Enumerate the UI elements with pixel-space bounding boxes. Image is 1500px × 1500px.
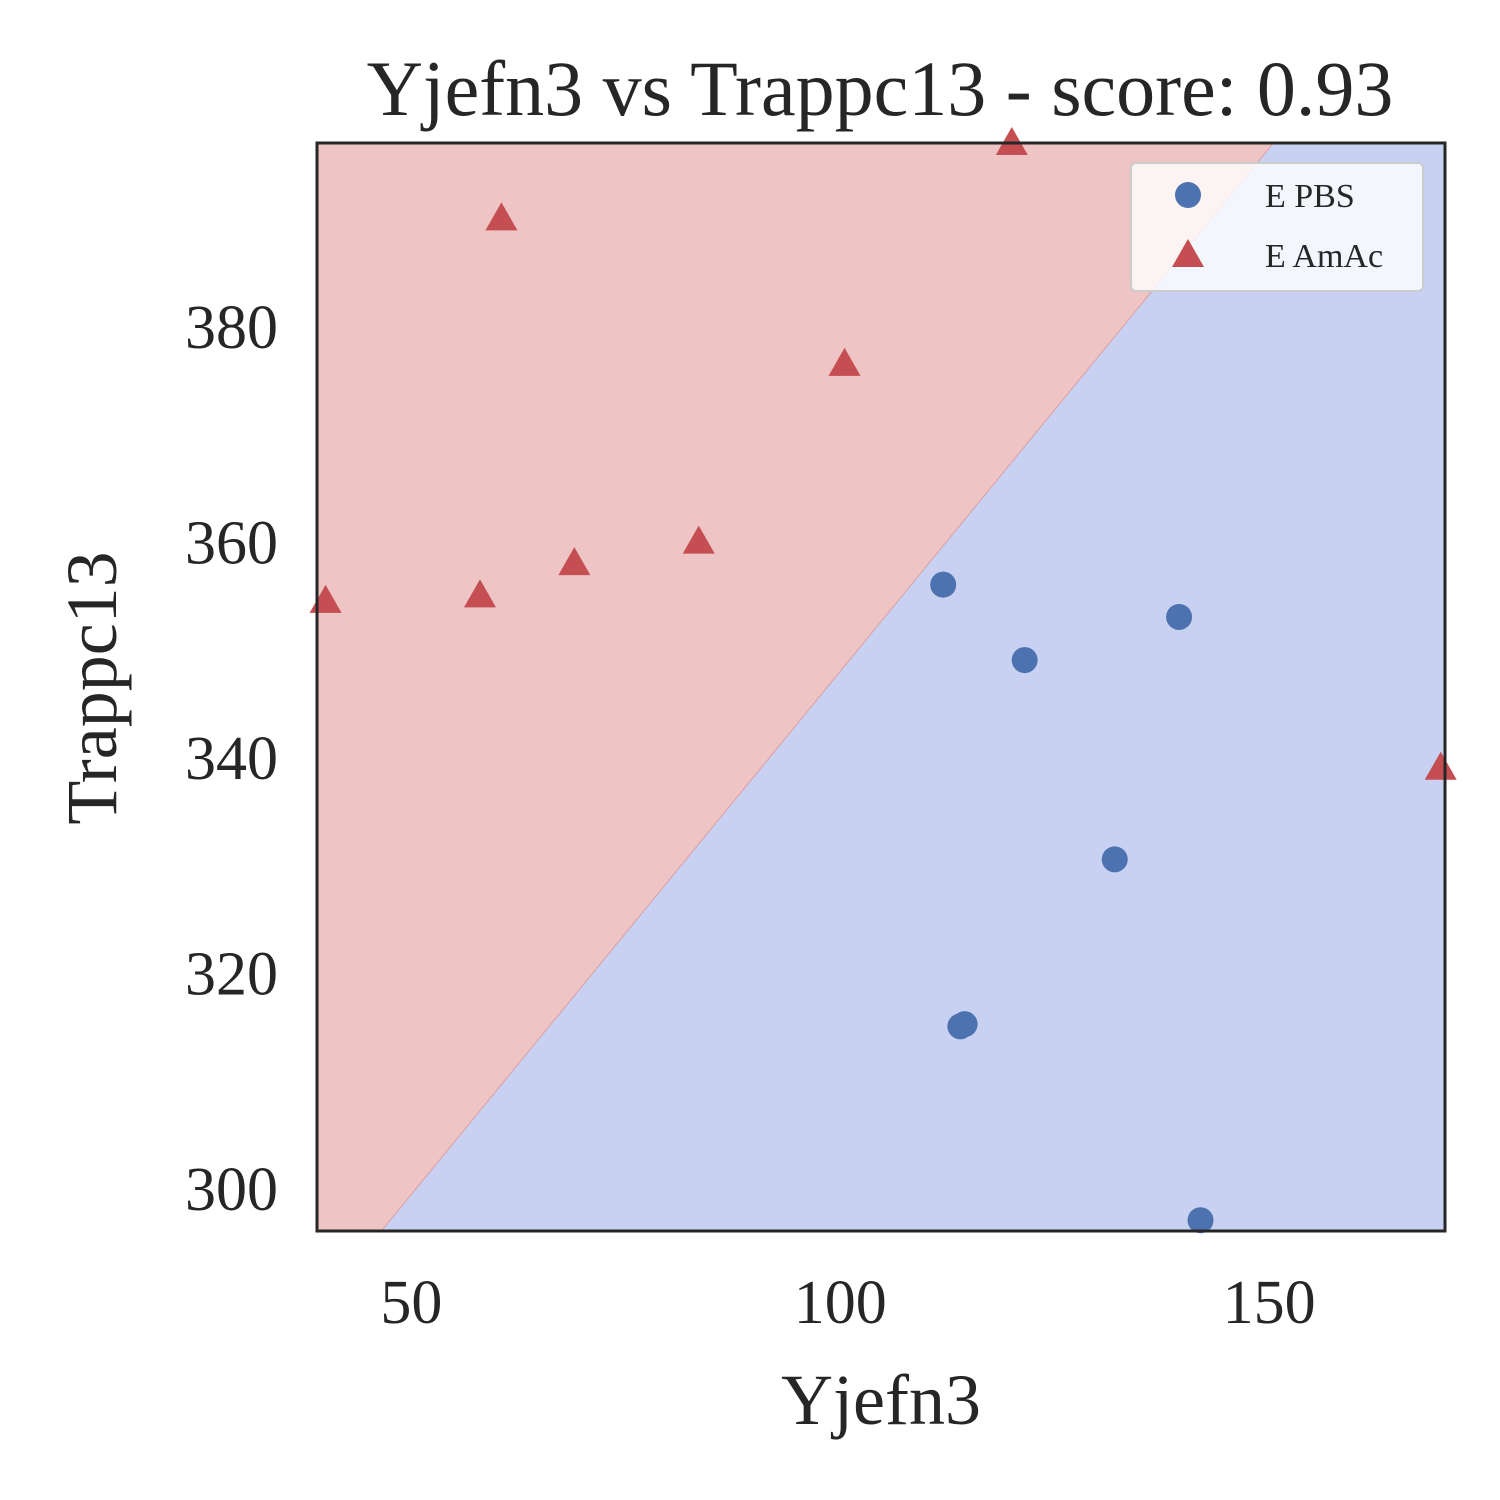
legend-label: E PBS bbox=[1265, 178, 1355, 215]
point-e-amac bbox=[682, 525, 715, 554]
y-tick-label: 300 bbox=[185, 1156, 278, 1224]
legend-box bbox=[1130, 162, 1424, 292]
point-e-pbs bbox=[1166, 603, 1193, 630]
y-tick-label: 340 bbox=[185, 725, 278, 793]
point-e-pbs bbox=[1187, 1207, 1214, 1234]
point-e-amac bbox=[828, 347, 861, 376]
point-e-pbs bbox=[1101, 846, 1128, 873]
plot-frame bbox=[315, 141, 1447, 1233]
y-tick-label: 380 bbox=[185, 294, 278, 362]
point-e-pbs bbox=[1011, 647, 1038, 674]
point-e-pbs bbox=[930, 571, 957, 598]
legend-marker-e-amac bbox=[1172, 239, 1204, 267]
x-tick-label: 150 bbox=[1223, 1269, 1316, 1337]
point-e-amac bbox=[1424, 751, 1457, 780]
x-axis-label: Yjefn3 bbox=[781, 1360, 981, 1440]
y-tick-label: 360 bbox=[185, 510, 278, 578]
legend: E PBS E AmAc bbox=[1130, 162, 1424, 292]
decision-regions bbox=[317, 143, 1445, 1231]
region-e-amac bbox=[317, 143, 1274, 1231]
plot-area bbox=[317, 143, 1445, 1231]
legend-marker-e-pbs bbox=[1175, 182, 1201, 208]
chart-title: Yjefn3 vs Trappc13 - score: 0.93 bbox=[367, 45, 1394, 132]
axis-ticks: 50 100 150 300 320 340 360 380 bbox=[185, 294, 1316, 1337]
data-points bbox=[309, 127, 1457, 1234]
point-e-pbs bbox=[951, 1011, 978, 1038]
y-tick-label: 320 bbox=[185, 940, 278, 1008]
y-axis-label: Trappc13 bbox=[52, 551, 132, 824]
point-e-amac bbox=[558, 547, 591, 576]
x-tick-label: 100 bbox=[794, 1269, 887, 1337]
point-e-amac bbox=[463, 579, 496, 608]
decision-boundary bbox=[380, 143, 1274, 1231]
legend-label: E AmAc bbox=[1265, 238, 1383, 275]
point-e-amac bbox=[995, 127, 1028, 155]
x-tick-label: 50 bbox=[380, 1269, 442, 1337]
point-e-amac bbox=[485, 202, 518, 231]
